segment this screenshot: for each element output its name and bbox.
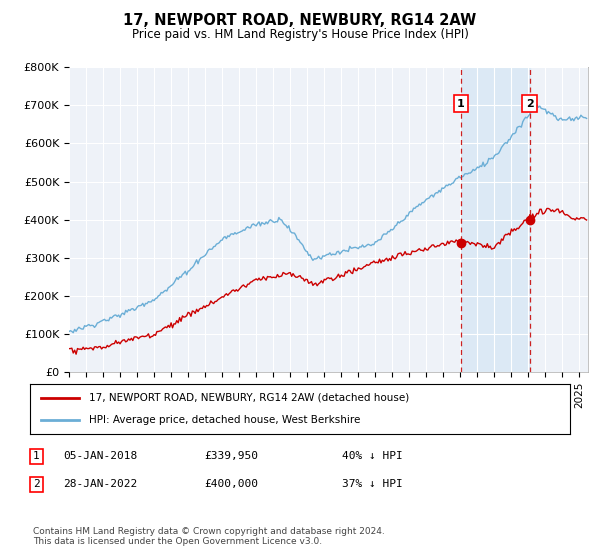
- Text: 17, NEWPORT ROAD, NEWBURY, RG14 2AW (detached house): 17, NEWPORT ROAD, NEWBURY, RG14 2AW (det…: [89, 393, 410, 403]
- Text: 28-JAN-2022: 28-JAN-2022: [63, 479, 137, 489]
- Text: 05-JAN-2018: 05-JAN-2018: [63, 451, 137, 461]
- Text: Price paid vs. HM Land Registry's House Price Index (HPI): Price paid vs. HM Land Registry's House …: [131, 28, 469, 41]
- Text: 2: 2: [526, 99, 533, 109]
- Text: 17, NEWPORT ROAD, NEWBURY, RG14 2AW: 17, NEWPORT ROAD, NEWBURY, RG14 2AW: [124, 13, 476, 28]
- Text: 1: 1: [457, 99, 465, 109]
- Text: 2: 2: [33, 479, 40, 489]
- Text: £339,950: £339,950: [204, 451, 258, 461]
- Bar: [461, 67, 530, 372]
- Text: 1: 1: [33, 451, 40, 461]
- Text: 40% ↓ HPI: 40% ↓ HPI: [342, 451, 403, 461]
- Text: 37% ↓ HPI: 37% ↓ HPI: [342, 479, 403, 489]
- Text: £400,000: £400,000: [204, 479, 258, 489]
- Text: HPI: Average price, detached house, West Berkshire: HPI: Average price, detached house, West…: [89, 415, 361, 425]
- Text: Contains HM Land Registry data © Crown copyright and database right 2024.
This d: Contains HM Land Registry data © Crown c…: [33, 526, 385, 546]
